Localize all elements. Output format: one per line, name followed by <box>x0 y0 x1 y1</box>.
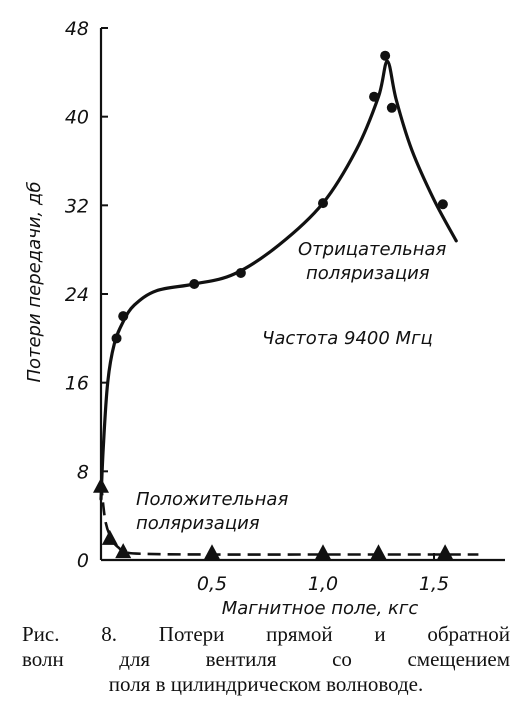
y-tick-label: 24 <box>65 284 89 306</box>
data-point-negative <box>369 91 380 102</box>
series-line-negative <box>99 59 458 501</box>
data-markers <box>93 50 454 560</box>
data-point-positive <box>101 529 118 545</box>
x-tick-label: 1,0 <box>308 573 338 595</box>
data-point-negative <box>318 198 328 209</box>
y-tick-label: 0 <box>77 550 89 572</box>
annotation-negative-line-1: Отрицательная <box>298 239 447 260</box>
data-point-positive <box>115 543 132 559</box>
caption-line-2: волн для вентиля со смещением <box>22 647 510 671</box>
annotation-frequency: Частота 9400 Мгц <box>262 328 433 349</box>
annotation-positive-line-1: Положительная <box>136 489 288 510</box>
data-point-positive <box>204 544 220 560</box>
x-tick-label: 0,5 <box>197 573 227 595</box>
chart: 0 8 16 24 32 40 48 0,5 1,0 1,5 Потери передачи, д… <box>24 18 505 619</box>
x-axis-title: Магнитное поле, кгс <box>222 598 419 619</box>
y-tick-label: 48 <box>65 18 89 40</box>
y-tick-label: 8 <box>77 461 89 483</box>
data-point-positive <box>93 477 109 493</box>
data-point-negative <box>380 50 391 61</box>
tick-labels: 0 8 16 24 32 40 48 0,5 1,0 1,5 <box>65 18 449 595</box>
x-tick-label: 1,5 <box>419 573 449 595</box>
series-lines <box>99 59 479 556</box>
data-point-negative <box>437 199 448 210</box>
caption-line-1: Рис. 8. Потери прямой и обратной <box>22 622 510 646</box>
annotation-positive-line-2: поляризация <box>136 513 260 534</box>
data-point-positive <box>370 544 387 560</box>
y-axis-title: Потери передачи, дб <box>24 181 45 382</box>
data-point-negative <box>386 102 397 113</box>
figure-caption: Рис. 8. Потери прямой и обратной волн дл… <box>0 622 532 697</box>
data-point-negative <box>111 333 122 344</box>
data-point-negative <box>189 279 200 290</box>
y-tick-label: 32 <box>65 195 89 217</box>
data-point-positive <box>437 544 454 560</box>
axes <box>99 28 505 562</box>
data-point-negative <box>118 311 129 322</box>
y-tick-label: 40 <box>65 107 89 129</box>
annotation-negative-line-2: поляризация <box>306 263 430 284</box>
caption-line-3: поля в цилиндрическом волноводе. <box>108 672 424 696</box>
data-point-negative <box>235 267 246 278</box>
data-point-positive <box>315 544 331 560</box>
y-tick-label: 16 <box>65 373 89 395</box>
